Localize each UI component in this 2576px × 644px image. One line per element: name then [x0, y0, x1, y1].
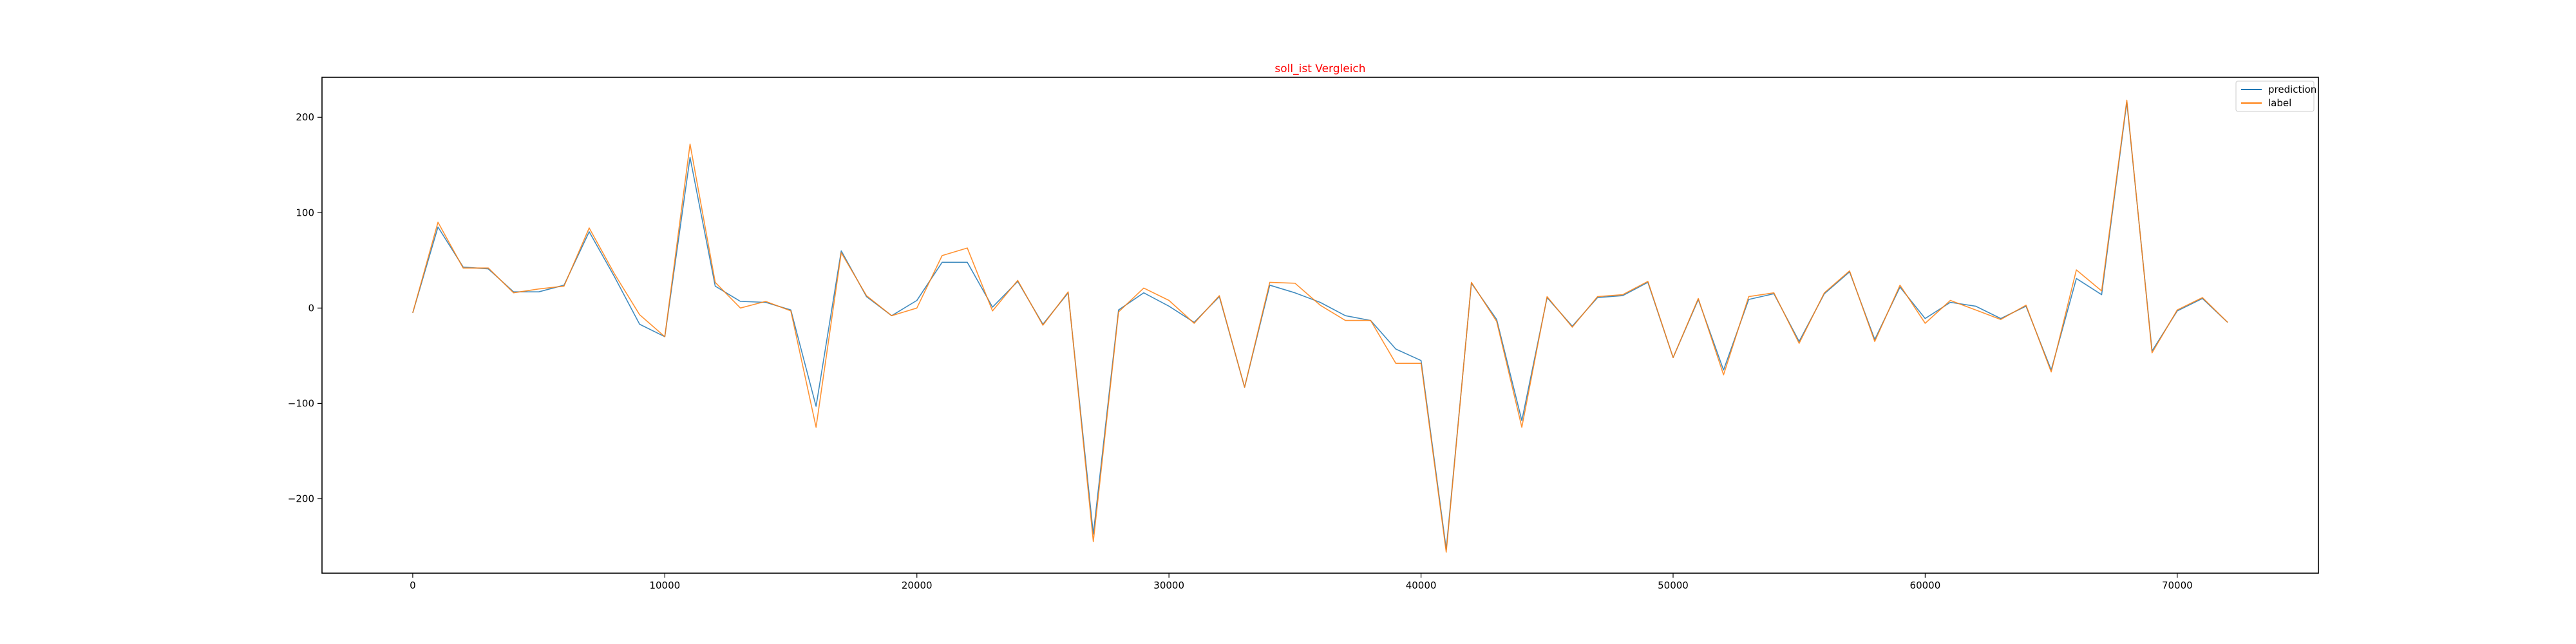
legend: prediction label [2235, 80, 2316, 112]
series-layer [412, 99, 2228, 553]
y-tick-label: 200 [296, 111, 314, 123]
x-tick-label: 40000 [1406, 580, 1437, 591]
legend-label-label: label [2268, 97, 2291, 109]
x-tick-label: 0 [410, 580, 416, 591]
y-tick-label: 100 [296, 207, 314, 218]
y-tick-label: −200 [288, 493, 314, 505]
x-axis: 0 10000 20000 30000 40000 50000 60000 70000 [410, 573, 2193, 591]
x-tick-label: 30000 [1153, 580, 1184, 591]
series-line-label [412, 99, 2228, 553]
chart-title: soll_ist Vergleich [1274, 62, 1365, 75]
series-line-prediction [412, 101, 2228, 550]
legend-label-prediction: prediction [2268, 84, 2316, 95]
x-tick-label: 50000 [1658, 580, 1689, 591]
x-tick-label: 20000 [902, 580, 933, 591]
plot-area-frame [321, 77, 2319, 574]
y-tick-label: −100 [288, 397, 314, 409]
legend-box [2235, 80, 2315, 112]
y-axis: 200 100 0 −100 −200 [288, 111, 322, 505]
x-tick-label: 60000 [1910, 580, 1941, 591]
x-tick-label: 10000 [649, 580, 680, 591]
x-tick-label: 70000 [2162, 580, 2193, 591]
y-tick-label: 0 [308, 302, 314, 314]
